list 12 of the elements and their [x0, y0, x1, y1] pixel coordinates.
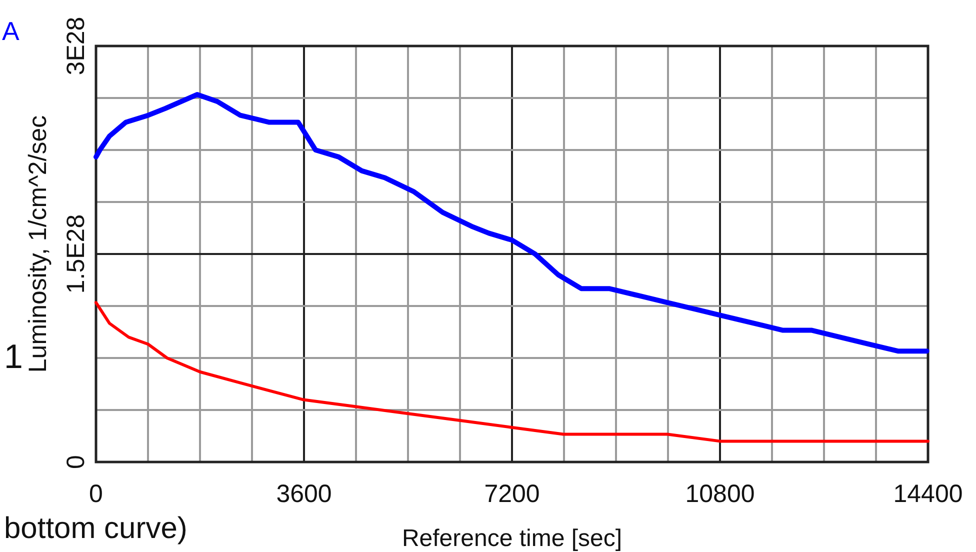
- text: A: [2, 16, 20, 46]
- text: bottom curve): [4, 512, 188, 545]
- y-tick-label: 1.5E28: [62, 214, 90, 294]
- x-tick-label: 14400: [893, 480, 963, 508]
- y-tick-label: 0: [62, 455, 90, 469]
- x-tick-label: 7200: [484, 480, 540, 508]
- text: 1: [4, 338, 23, 376]
- y-tick-label: 3E28: [62, 16, 90, 76]
- x-tick-label: 10800: [685, 480, 755, 508]
- y-axis-title: Luminosity, 1/cm^2/sec: [24, 115, 52, 373]
- x-axis-title: Reference time [sec]: [402, 525, 622, 552]
- x-tick-label: 3600: [276, 480, 332, 508]
